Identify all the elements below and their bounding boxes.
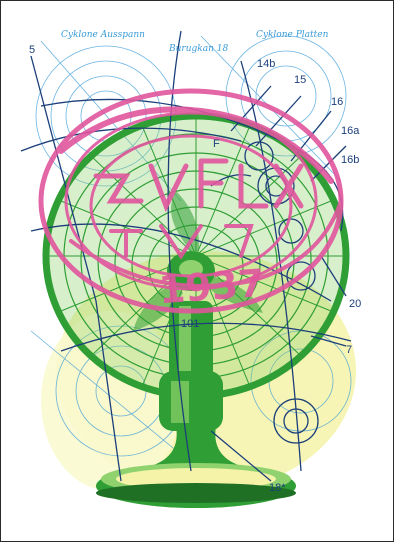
stamp-year: 1937 xyxy=(157,261,266,312)
fan-stand xyxy=(96,301,296,508)
pink-stamp xyxy=(38,88,344,314)
label-F: F xyxy=(213,138,220,150)
label-14b: 14b xyxy=(257,58,275,70)
label-7: 7 xyxy=(346,344,352,356)
label-20: 20 xyxy=(349,298,361,310)
label-5: 5 xyxy=(29,44,35,56)
label-15: 15 xyxy=(294,74,306,86)
label-16: 16 xyxy=(331,96,343,108)
yellow-glow-inner xyxy=(41,311,181,491)
script-label-top-left: Cyklone Ausspann xyxy=(61,30,145,40)
label-101: 101 xyxy=(181,318,199,330)
label-16b: 16b xyxy=(341,154,359,166)
label-16a: 16a xyxy=(341,125,360,137)
script-label-top-mid: Burugkan 18 xyxy=(168,44,228,54)
script-label-top-right: Cyklone Platten xyxy=(256,30,329,40)
label-18: 18* xyxy=(269,482,286,494)
